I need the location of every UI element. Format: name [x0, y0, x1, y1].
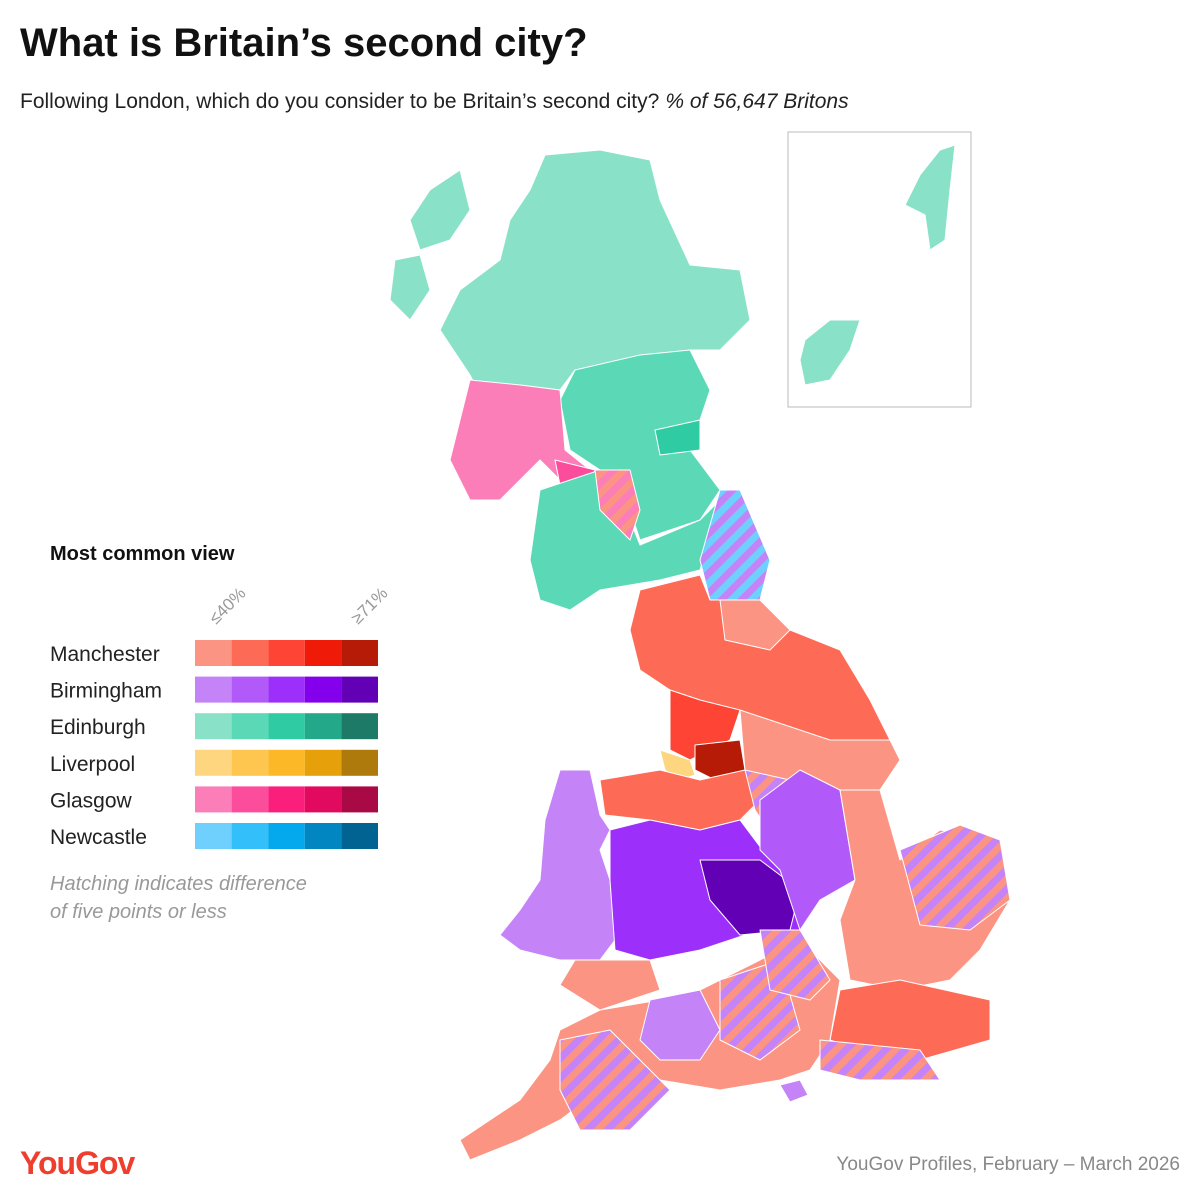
legend-note: of five points or less — [50, 901, 227, 923]
legend-swatch — [268, 676, 305, 703]
legend-swatch — [195, 823, 232, 849]
subtitle-note: % of 56,647 Britons — [665, 90, 849, 113]
legend-swatch — [268, 786, 305, 813]
region — [449, 379, 591, 501]
legend-swatch — [268, 640, 305, 666]
map — [389, 149, 1011, 1161]
legend-swatch — [195, 640, 232, 666]
legend-swatch — [268, 823, 305, 849]
legend-swatch — [231, 823, 269, 849]
region — [409, 169, 471, 251]
legend-swatch — [268, 749, 305, 776]
region — [719, 599, 791, 651]
legend-swatch — [341, 713, 378, 740]
legend-swatch — [195, 749, 232, 776]
legend-swatch — [231, 749, 269, 776]
legend-swatch — [231, 713, 269, 740]
legend-swatch — [231, 676, 269, 703]
legend-swatch — [195, 713, 232, 740]
legend-swatch — [341, 823, 378, 849]
legend-swatch — [341, 749, 378, 776]
region — [594, 469, 641, 541]
region — [759, 929, 831, 1001]
legend-swatch — [304, 713, 342, 740]
legend-label: Newcastle — [50, 826, 147, 849]
source: YouGov Profiles, February – March 2026 — [836, 1154, 1180, 1175]
logo: YouGov — [20, 1145, 136, 1181]
legend-scale-low: ≤40% — [205, 584, 249, 628]
region — [499, 769, 616, 961]
region — [439, 149, 751, 396]
legend-swatch — [195, 676, 232, 703]
legend-label: Birmingham — [50, 680, 162, 703]
legend-swatch — [304, 640, 342, 666]
legend-label: Manchester — [50, 643, 160, 666]
region — [899, 824, 1011, 931]
region — [639, 989, 721, 1061]
legend: Manchester Birmingham Edinburgh Liverpool Gl… — [50, 640, 378, 849]
legend-swatch — [341, 676, 378, 703]
subtitle: Following London, which do you consider … — [20, 90, 849, 113]
subtitle-text: Following London, which do you consider … — [20, 90, 659, 113]
region — [389, 254, 431, 321]
legend-swatch — [304, 749, 342, 776]
legend-label: Edinburgh — [50, 716, 146, 739]
region — [559, 1029, 671, 1131]
region — [779, 1079, 809, 1103]
legend-swatch — [231, 640, 269, 666]
legend-swatch — [268, 713, 305, 740]
legend-swatch — [341, 786, 378, 813]
region — [559, 349, 721, 541]
legend-title: Most common view — [50, 543, 235, 565]
inset-box — [787, 131, 972, 408]
region — [599, 769, 761, 831]
title: What is Britain’s second city? — [20, 21, 588, 65]
legend-swatch — [231, 786, 269, 813]
legend-swatch — [304, 823, 342, 849]
legend-label: Glasgow — [50, 789, 133, 812]
region — [699, 489, 771, 601]
legend-swatch — [195, 786, 232, 813]
legend-swatch — [304, 786, 342, 813]
inset-map — [799, 144, 956, 386]
region — [904, 144, 956, 251]
legend-note: Hatching indicates difference — [50, 873, 307, 895]
legend-swatch — [341, 640, 378, 666]
legend-scale-high: ≥71% — [347, 584, 391, 628]
region — [799, 319, 861, 386]
region — [759, 769, 856, 931]
legend-swatch — [304, 676, 342, 703]
legend-label: Liverpool — [50, 753, 135, 776]
region — [559, 959, 661, 1011]
region — [819, 1039, 941, 1081]
region — [654, 419, 701, 456]
